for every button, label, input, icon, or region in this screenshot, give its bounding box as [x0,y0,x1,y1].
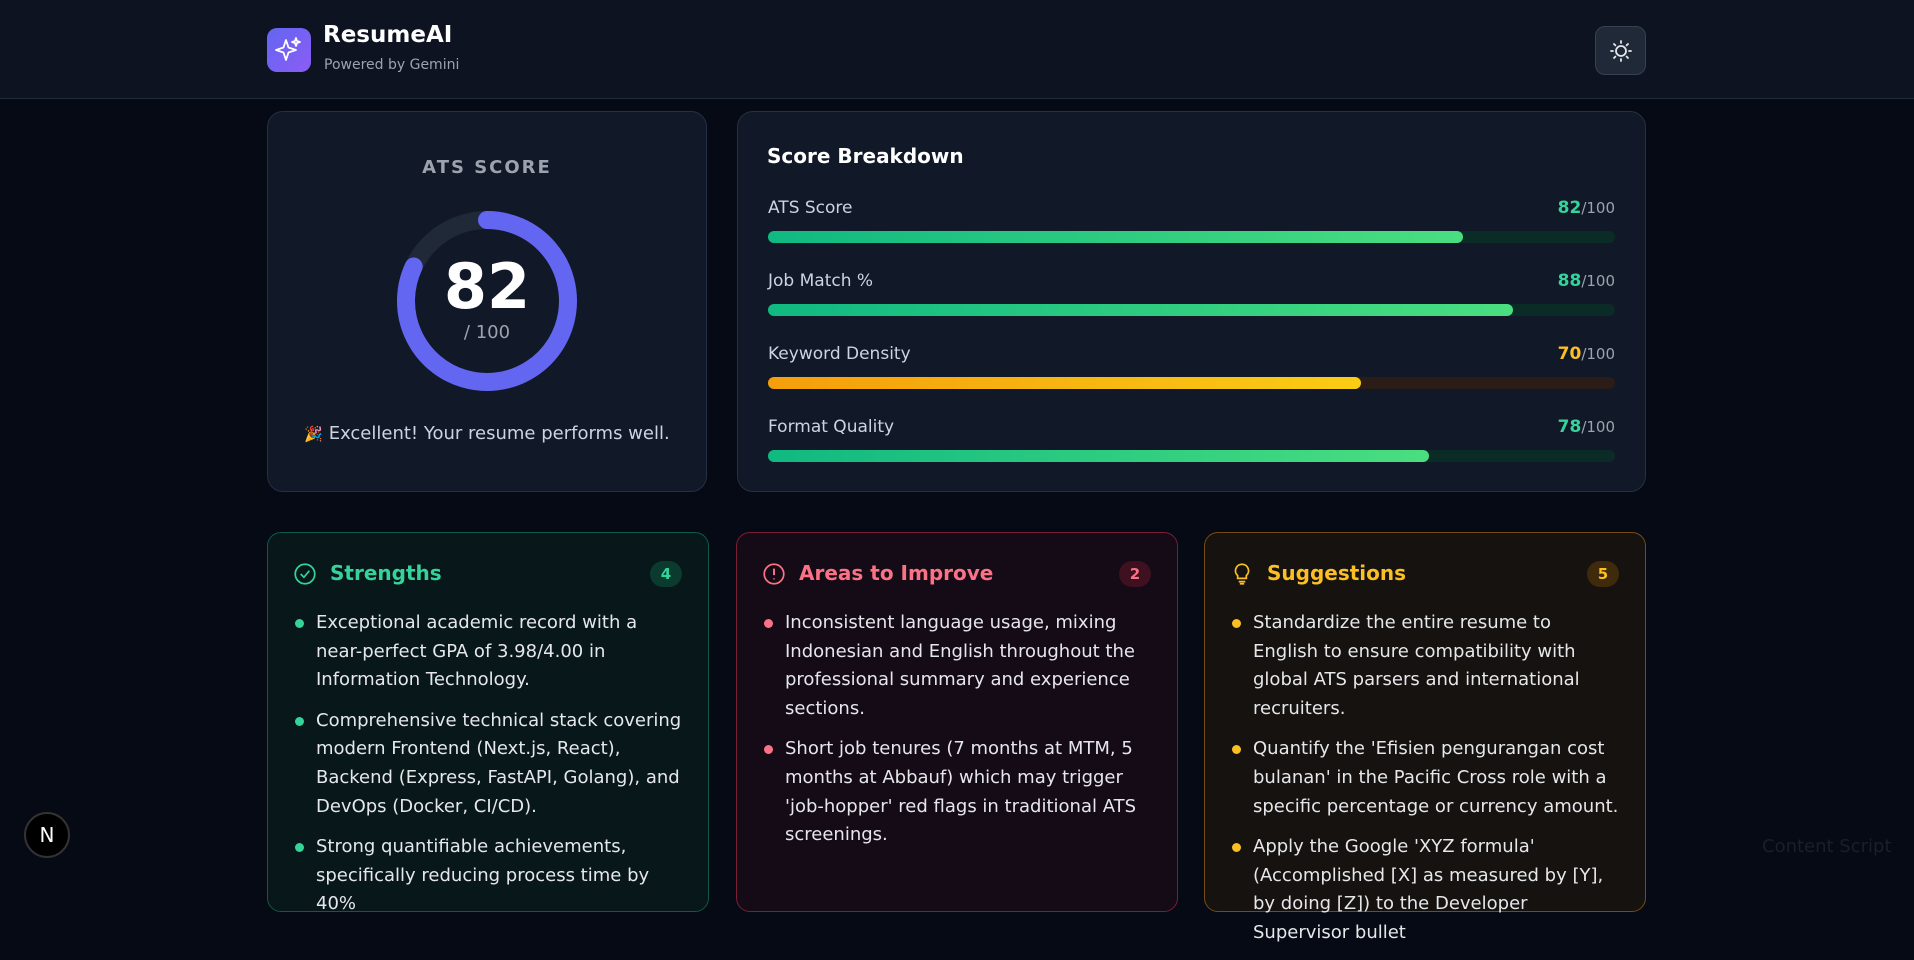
item-text: Strong quantifiable achievements, specif… [316,836,650,915]
bar-label: Job Match % [768,271,874,291]
bar [768,231,1463,243]
breakdown-card [737,111,1646,492]
bullet [1232,745,1241,755]
bullet [1232,619,1241,628]
bar-label: Format Quality [768,417,895,437]
bullet [295,716,304,726]
overlay-text: Content Script [1762,836,1892,857]
ats-label: ATS SCORE [422,157,552,178]
logo-icon [275,37,301,61]
bullet [764,745,773,755]
panel-item: Short job tenures (7 months at MTM, 5 mo… [764,735,1151,849]
logo [267,28,311,72]
panel-item: Standardize the entire resume to English… [1232,609,1619,723]
panel-icon [761,561,787,587]
score-message: Excellent! Your resume performs well. [328,423,670,444]
item-text: Short job tenures (7 months at MTM, 5 mo… [785,738,1137,846]
bar-value-row: 70/100 [1558,344,1615,364]
panel-title: Suggestions [1267,561,1407,585]
item-text: Exceptional academic record with a near-… [316,612,638,691]
panel-item: Apply the Google 'XYZ formula' (Accompli… [1232,833,1619,947]
sun-icon [1610,40,1632,62]
theme-toggle[interactable] [1595,26,1646,75]
item-text: Inconsistent language usage, mixing Indo… [785,612,1135,719]
panel-item: Exceptional academic record with a near-… [295,609,682,695]
panel-card: Suggestions 5 Standardize the entire resum… [1204,532,1646,943]
app-subtitle: Powered by Gemini [324,57,460,73]
bullet [295,843,304,853]
panel-item: Inconsistent language usage, mixing Indo… [764,609,1151,723]
bar-max: /100 [1581,418,1615,436]
panel-card: Strengths 4 Exceptional academic record wi… [267,532,709,914]
panel-title: Strengths [330,561,442,585]
bullet [764,619,773,628]
bar-max: /100 [1581,272,1615,290]
panel-card: Areas to Improve 2 Inconsistent language u… [736,532,1178,912]
item-text: Quantify the 'Efisien pengurangan cost b… [1253,738,1619,817]
bar [768,377,1361,389]
score-value: 82 [443,250,531,323]
breakdown-title: Score Breakdown [767,144,964,168]
bar-value: 82 [1557,198,1582,218]
bar-max: /100 [1581,199,1615,217]
icon [1234,563,1250,585]
bar [768,304,1514,316]
score-message-row: 🎉 Excellent! Your resume performs well. [267,423,707,444]
bar-value: 88 [1557,271,1582,291]
bar-value-row: 88/100 [1558,271,1615,291]
bullet [295,619,304,628]
score-donut [397,211,577,391]
bar-value: 70 [1557,344,1582,364]
panel-count: 2 [1119,561,1151,587]
item-text: Comprehensive technical stack covering m… [316,709,682,817]
panel-list: Exceptional academic record with a near-… [295,609,682,931]
ats-card [267,111,707,492]
panel-list: Inconsistent language usage, mixing Indo… [764,609,1151,862]
panel-count: 4 [650,561,682,587]
bullet [1232,843,1241,853]
panel-icon [292,561,318,587]
bar-label: ATS Score [768,198,853,218]
panel-list: Standardize the entire resume to English… [1232,609,1619,960]
emoji: 🎉 [304,425,323,443]
donut-progress [397,211,577,391]
bar-label: Keyword Density [768,344,911,364]
app-title: ResumeAI [323,22,453,48]
panel-item: Comprehensive technical stack covering m… [295,707,682,821]
score-max: / 100 [463,322,511,343]
panel-title: Areas to Improve [799,561,994,585]
bar-value-row: 82/100 [1558,198,1615,218]
dev-badge[interactable]: N [24,812,70,858]
bar [768,450,1429,462]
panel-item: Strong quantifiable achievements, specif… [295,833,682,919]
bar-value: 78 [1557,417,1582,437]
icon [763,563,785,585]
item-text: Apply the Google 'XYZ formula' (Accompli… [1253,836,1604,943]
bar-max: /100 [1581,345,1615,363]
item-text: Standardize the entire resume to English… [1253,612,1580,719]
panel-count: 5 [1587,561,1619,587]
panel-icon [1229,561,1255,587]
bar-value-row: 78/100 [1558,417,1615,437]
icon [294,563,316,585]
panel-item: Quantify the 'Efisien pengurangan cost b… [1232,735,1619,821]
